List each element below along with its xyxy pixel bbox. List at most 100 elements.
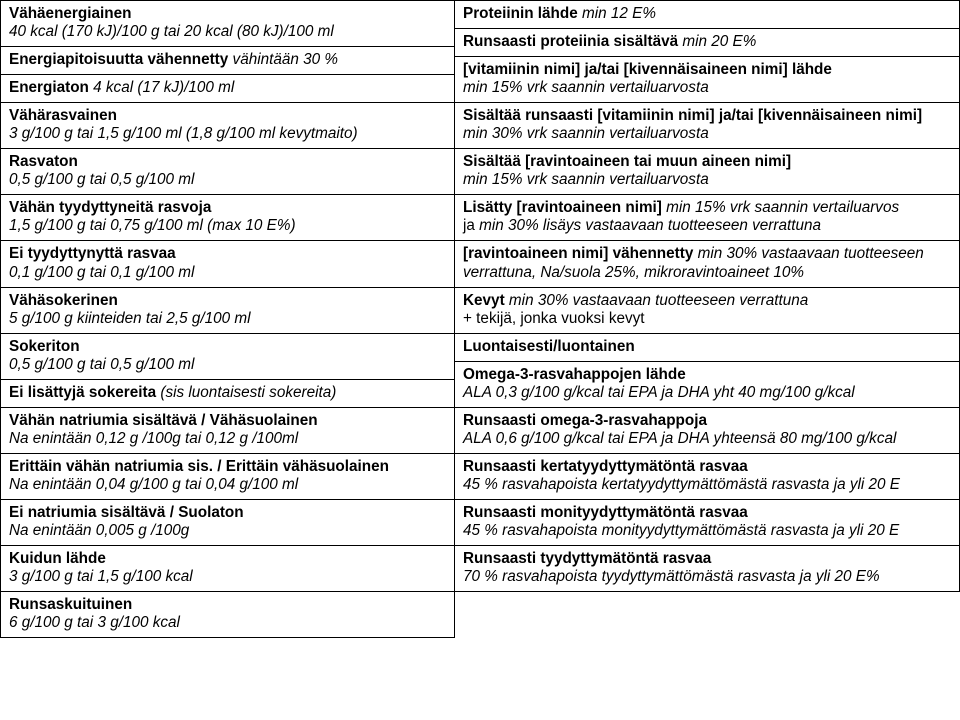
claim-value: 3 g/100 g tai 1,5 g/100 kcal: [9, 568, 446, 586]
claim-title: Vähäsokerinen: [9, 292, 446, 310]
left-cell: Erittäin vähän natriumia sis. / Erittäin…: [0, 454, 455, 500]
right-cell: Sisältää runsaasti [vitamiinin nimi] ja/…: [455, 103, 960, 149]
claim-value: 4 kcal (17 kJ)/100 ml: [93, 79, 234, 96]
left-cell: Vähän natriumia sisältävä / Vähäsuolaine…: [0, 408, 455, 454]
claim-title: Kuidun lähde: [9, 550, 446, 568]
left-cell: Vähän tyydyttyneitä rasvoja1,5 g/100 g t…: [0, 195, 455, 241]
claim-value: 6 g/100 g tai 3 g/100 kcal: [9, 614, 446, 632]
claim-title: Rasvaton: [9, 153, 446, 171]
right-cell: Proteiinin lähde min 12 E%: [455, 0, 960, 29]
claim-extra-plain: + tekijä, jonka vuoksi kevyt: [463, 310, 951, 328]
claim-line: Ei lisättyjä sokereita (sis luontaisesti…: [9, 384, 446, 402]
left-cell: Kuidun lähde3 g/100 g tai 1,5 g/100 kcal: [0, 546, 455, 592]
claim-value: 40 kcal (170 kJ)/100 g tai 20 kcal (80 k…: [9, 23, 446, 41]
claim-title: Runsaasti monityydyttymätöntä rasvaa: [463, 504, 951, 522]
left-cell: Vähäenergiainen40 kcal (170 kJ)/100 g ta…: [0, 0, 455, 47]
claim-title: Energiapitoisuutta vähennetty: [9, 51, 233, 68]
claim-value: min 15% vrk saannin vertailuarvosta: [463, 171, 951, 189]
claim-line: Energiaton 4 kcal (17 kJ)/100 ml: [9, 79, 446, 97]
claim-line: Proteiinin lähde min 12 E%: [463, 5, 951, 23]
left-cell: Vähärasvainen3 g/100 g tai 1,5 g/100 ml …: [0, 103, 455, 149]
nutrition-claims-table: Vähäenergiainen40 kcal (170 kJ)/100 g ta…: [0, 0, 960, 720]
claim-extra-prefix: ja: [463, 217, 479, 234]
claim-title: Sisältää [ravintoaineen tai muun aineen …: [463, 153, 951, 171]
claim-extra-line: ja min 30% lisäys vastaavaan tuotteeseen…: [463, 217, 951, 235]
claim-title: Runsaasti proteiinia sisältävä: [463, 33, 682, 50]
claim-title: [vitamiinin nimi] ja/tai [kivennäisainee…: [463, 61, 951, 79]
claim-title: Runsaasti tyydyttymätöntä rasvaa: [463, 550, 951, 568]
claim-title: Luontaisesti/luontainen: [463, 338, 951, 356]
left-cell: Runsaskuituinen6 g/100 g tai 3 g/100 kca…: [0, 592, 455, 638]
claim-value: vähintään 30 %: [233, 51, 338, 68]
claim-title: Ei natriumia sisältävä / Suolaton: [9, 504, 446, 522]
claim-value: 0,5 g/100 g tai 0,5 g/100 ml: [9, 171, 446, 189]
claim-value: 3 g/100 g tai 1,5 g/100 ml (1,8 g/100 ml…: [9, 125, 446, 143]
claim-value: Na enintään 0,04 g/100 g tai 0,04 g/100 …: [9, 476, 446, 494]
claim-value: 0,5 g/100 g tai 0,5 g/100 ml: [9, 356, 446, 374]
claim-title: Vähärasvainen: [9, 107, 446, 125]
claim-value: min 15% vrk saannin vertailuarvos: [666, 199, 899, 216]
right-cell: Runsaasti proteiinia sisältävä min 20 E%: [455, 29, 960, 57]
claim-title: Runsaasti omega-3-rasvahappoja: [463, 412, 951, 430]
left-cell: Rasvaton0,5 g/100 g tai 0,5 g/100 ml: [0, 149, 455, 195]
claim-value: min 30% vrk saannin vertailuarvosta: [463, 125, 951, 143]
claim-title: Runsaskuituinen: [9, 596, 446, 614]
claim-value: min 20 E%: [682, 33, 756, 50]
right-cell: Omega-3-rasvahappojen lähdeALA 0,3 g/100…: [455, 362, 960, 408]
claim-value: min 30% vastaavaan tuotteeseen verrattun…: [509, 292, 808, 309]
right-cell: Sisältää [ravintoaineen tai muun aineen …: [455, 149, 960, 195]
right-cell: Runsaasti kertatyydyttymätöntä rasvaa45 …: [455, 454, 960, 500]
claim-value: 45 % rasvahapoista kertatyydyttymättömäs…: [463, 476, 951, 494]
claim-title: Ei lisättyjä sokereita: [9, 384, 160, 401]
left-cell: Energiapitoisuutta vähennetty vähintään …: [0, 47, 455, 75]
claim-value: ALA 0,3 g/100 g/kcal tai EPA ja DHA yht …: [463, 384, 951, 402]
right-cell: Lisätty [ravintoaineen nimi] min 15% vrk…: [455, 195, 960, 241]
claim-title: Energiaton: [9, 79, 93, 96]
claim-line: Kevyt min 30% vastaavaan tuotteeseen ver…: [463, 292, 951, 310]
claim-line: Lisätty [ravintoaineen nimi] min 15% vrk…: [463, 199, 951, 217]
right-cell: Runsaasti omega-3-rasvahappojaALA 0,6 g/…: [455, 408, 960, 454]
claim-extra-value: min 30% lisäys vastaavaan tuotteeseen ve…: [479, 217, 821, 234]
claim-title: Proteiinin lähde: [463, 5, 582, 22]
claim-title: Sisältää runsaasti [vitamiinin nimi] ja/…: [463, 107, 951, 125]
claim-title: Sokeriton: [9, 338, 446, 356]
right-column: Proteiinin lähde min 12 E% Runsaasti prot…: [455, 0, 960, 720]
claim-value: (sis luontaisesti sokereita): [160, 384, 336, 401]
claim-value: Na enintään 0,005 g /100g: [9, 522, 446, 540]
left-cell: Ei tyydyttynyttä rasvaa0,1 g/100 g tai 0…: [0, 241, 455, 287]
claim-value: Na enintään 0,12 g /100g tai 0,12 g /100…: [9, 430, 446, 448]
claim-value: ALA 0,6 g/100 g/kcal tai EPA ja DHA yhte…: [463, 430, 951, 448]
claim-line: [ravintoaineen nimi] vähennetty min 30% …: [463, 245, 951, 281]
claim-title: Vähän natriumia sisältävä / Vähäsuolaine…: [9, 412, 446, 430]
claim-value: min 15% vrk saannin vertailuarvosta: [463, 79, 951, 97]
claim-line: Energiapitoisuutta vähennetty vähintään …: [9, 51, 446, 69]
claim-line: Runsaasti proteiinia sisältävä min 20 E%: [463, 33, 951, 51]
right-cell: [ravintoaineen nimi] vähennetty min 30% …: [455, 241, 960, 287]
left-cell: Sokeriton0,5 g/100 g tai 0,5 g/100 ml: [0, 334, 455, 380]
right-cell: Runsaasti tyydyttymätöntä rasvaa70 % ras…: [455, 546, 960, 592]
claim-value: 45 % rasvahapoista monityydyttymättömäst…: [463, 522, 951, 540]
claim-value: 5 g/100 g kiinteiden tai 2,5 g/100 ml: [9, 310, 446, 328]
claim-title: Vähäenergiainen: [9, 5, 446, 23]
right-cell: [vitamiinin nimi] ja/tai [kivennäisainee…: [455, 57, 960, 103]
claim-title: Kevyt: [463, 292, 509, 309]
right-cell: Kevyt min 30% vastaavaan tuotteeseen ver…: [455, 288, 960, 334]
claim-value: 70 % rasvahapoista tyydyttymättömästä ra…: [463, 568, 951, 586]
claim-title: Vähän tyydyttyneitä rasvoja: [9, 199, 446, 217]
left-cell: Ei lisättyjä sokereita (sis luontaisesti…: [0, 380, 455, 408]
right-cell: Runsaasti monityydyttymätöntä rasvaa45 %…: [455, 500, 960, 546]
claim-title: Ei tyydyttynyttä rasvaa: [9, 245, 446, 263]
left-cell: Ei natriumia sisältävä / SuolatonNa enin…: [0, 500, 455, 546]
claim-title: Omega-3-rasvahappojen lähde: [463, 366, 951, 384]
claim-value: min 12 E%: [582, 5, 656, 22]
right-cell: Luontaisesti/luontainen: [455, 334, 960, 362]
claim-value: 0,1 g/100 g tai 0,1 g/100 ml: [9, 264, 446, 282]
left-column: Vähäenergiainen40 kcal (170 kJ)/100 g ta…: [0, 0, 455, 720]
claim-title: Erittäin vähän natriumia sis. / Erittäin…: [9, 458, 446, 476]
claim-title: Runsaasti kertatyydyttymätöntä rasvaa: [463, 458, 951, 476]
left-cell: Vähäsokerinen5 g/100 g kiinteiden tai 2,…: [0, 288, 455, 334]
claim-title: [ravintoaineen nimi] vähennetty: [463, 245, 698, 262]
claim-value: 1,5 g/100 g tai 0,75 g/100 ml (max 10 E%…: [9, 217, 446, 235]
left-cell: Energiaton 4 kcal (17 kJ)/100 ml: [0, 75, 455, 103]
claim-title: Lisätty [ravintoaineen nimi]: [463, 199, 666, 216]
